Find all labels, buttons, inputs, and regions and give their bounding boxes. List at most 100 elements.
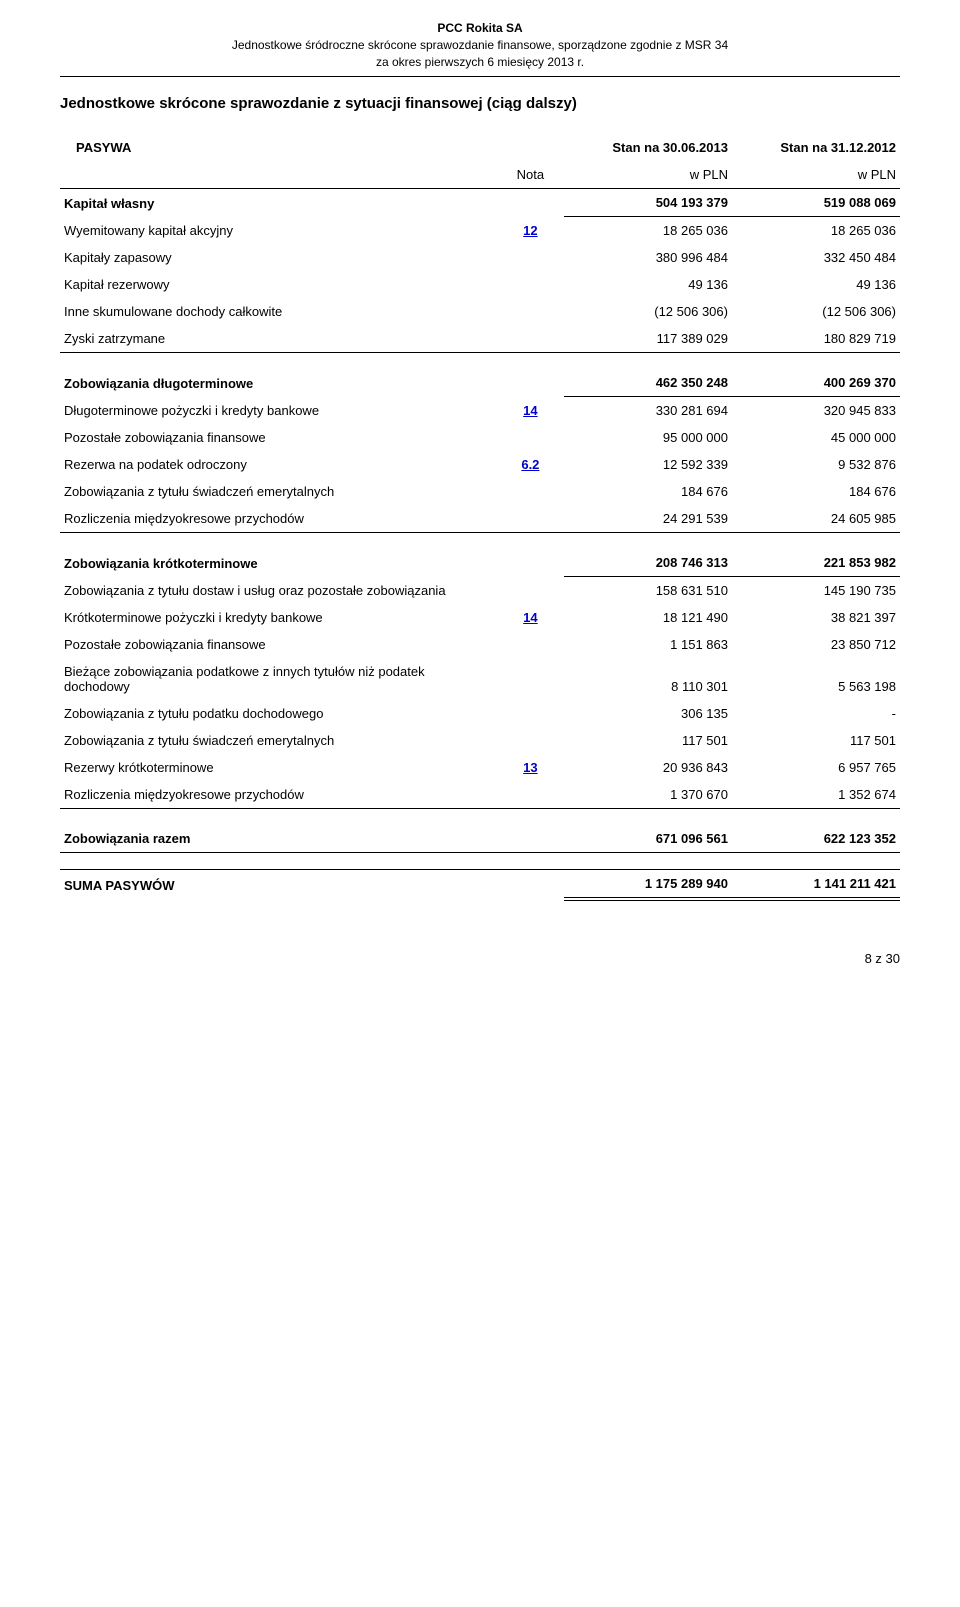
group-title: Kapitał własny (60, 189, 497, 217)
note-header: Nota (497, 161, 564, 189)
row-value-2: 180 829 719 (732, 325, 900, 353)
total-value-2: 1 141 211 421 (732, 870, 900, 900)
empty-cell (497, 189, 564, 217)
subtotal-value-2: 622 123 352 (732, 825, 900, 853)
note-link[interactable]: 13 (523, 760, 537, 775)
row-value-2: 49 136 (732, 271, 900, 298)
empty-cell (497, 271, 564, 298)
row-value-1: 306 135 (564, 700, 732, 727)
row-value-2: 23 850 712 (732, 631, 900, 658)
row-value-1: 12 592 339 (564, 451, 732, 478)
unit-header-1: w PLN (564, 161, 732, 189)
row-label: Wyemitowany kapitał akcyjny (60, 217, 497, 245)
row-value-2: 45 000 000 (732, 424, 900, 451)
row-value-1: 18 121 490 (564, 604, 732, 631)
row-label: Zobowiązania z tytułu podatku dochodoweg… (60, 700, 497, 727)
empty-cell (497, 369, 564, 397)
group-header-row: Kapitał własny 504 193 379 519 088 069 (60, 189, 900, 217)
table-row: Bieżące zobowiązania podatkowe z innych … (60, 658, 900, 700)
row-value-1: 1 370 670 (564, 781, 732, 809)
row-value-2: 5 563 198 (732, 658, 900, 700)
row-label: Zyski zatrzymane (60, 325, 497, 353)
table-row: Pozostałe zobowiązania finansowe 1 151 8… (60, 631, 900, 658)
table-row: Wyemitowany kapitał akcyjny 12 18 265 03… (60, 217, 900, 245)
empty-cell (497, 325, 564, 353)
row-label: Rezerwa na podatek odroczony (60, 451, 497, 478)
empty-cell (497, 549, 564, 577)
table-row: Zyski zatrzymane 117 389 029 180 829 719 (60, 325, 900, 353)
note-link[interactable]: 14 (523, 610, 537, 625)
table-row: Zobowiązania z tytułu świadczeń emerytal… (60, 478, 900, 505)
table-row: Rozliczenia międzyokresowe przychodów 1 … (60, 781, 900, 809)
empty-cell (497, 298, 564, 325)
row-label: Kapitał rezerwowy (60, 271, 497, 298)
empty-cell (60, 161, 497, 189)
row-label: Zobowiązania z tytułu dostaw i usług ora… (60, 577, 497, 605)
subtotal-value-1: 671 096 561 (564, 825, 732, 853)
header-line-2: Jednostkowe śródroczne skrócone sprawozd… (60, 37, 900, 54)
row-value-1: (12 506 306) (564, 298, 732, 325)
date-header-2: Stan na 31.12.2012 (732, 134, 900, 161)
subtotal-row: Zobowiązania razem 671 096 561 622 123 3… (60, 825, 900, 853)
row-value-2: 9 532 876 (732, 451, 900, 478)
row-label: Pozostałe zobowiązania finansowe (60, 631, 497, 658)
row-value-1: 20 936 843 (564, 754, 732, 781)
row-value-1: 380 996 484 (564, 244, 732, 271)
table-row: Pozostałe zobowiązania finansowe 95 000 … (60, 424, 900, 451)
note-link[interactable]: 14 (523, 403, 537, 418)
row-value-1: 95 000 000 (564, 424, 732, 451)
empty-cell (497, 700, 564, 727)
row-value-1: 158 631 510 (564, 577, 732, 605)
group-value-2: 400 269 370 (732, 369, 900, 397)
row-label: Bieżące zobowiązania podatkowe z innych … (60, 658, 497, 700)
row-value-1: 24 291 539 (564, 505, 732, 533)
row-label: Inne skumulowane dochody całkowite (60, 298, 497, 325)
spacer-row (60, 353, 900, 370)
row-value-1: 18 265 036 (564, 217, 732, 245)
header-divider (60, 76, 900, 77)
row-value-1: 330 281 694 (564, 397, 732, 425)
table-row: Zobowiązania z tytułu świadczeń emerytal… (60, 727, 900, 754)
row-value-2: 1 352 674 (732, 781, 900, 809)
empty-cell (497, 505, 564, 533)
subtotal-label: Zobowiązania razem (60, 825, 497, 853)
spacer-row (60, 809, 900, 826)
row-label: Rozliczenia międzyokresowe przychodów (60, 505, 497, 533)
row-value-2: 6 957 765 (732, 754, 900, 781)
row-value-2: 18 265 036 (732, 217, 900, 245)
group-value-2: 519 088 069 (732, 189, 900, 217)
table-header-row-2: Nota w PLN w PLN (60, 161, 900, 189)
empty-cell (497, 631, 564, 658)
table-row: Zobowiązania z tytułu podatku dochodoweg… (60, 700, 900, 727)
empty-cell (497, 781, 564, 809)
table-row: Kapitały zapasowy 380 996 484 332 450 48… (60, 244, 900, 271)
document-header: PCC Rokita SA Jednostkowe śródroczne skr… (60, 20, 900, 70)
empty-cell (497, 424, 564, 451)
spacer-row (60, 853, 900, 870)
row-value-1: 8 110 301 (564, 658, 732, 700)
row-value-2: 320 945 833 (732, 397, 900, 425)
table-row: Rezerwa na podatek odroczony 6.2 12 592 … (60, 451, 900, 478)
spacer-row (60, 533, 900, 550)
row-label: Krótkoterminowe pożyczki i kredyty banko… (60, 604, 497, 631)
row-label: Zobowiązania z tytułu świadczeń emerytal… (60, 478, 497, 505)
empty-cell (497, 825, 564, 853)
financial-table: PASYWA Stan na 30.06.2013 Stan na 31.12.… (60, 134, 900, 901)
row-value-1: 117 389 029 (564, 325, 732, 353)
empty-cell (497, 727, 564, 754)
group-value-1: 208 746 313 (564, 549, 732, 577)
row-label: Rezerwy krótkoterminowe (60, 754, 497, 781)
row-label: Długoterminowe pożyczki i kredyty bankow… (60, 397, 497, 425)
page-number: 8 z 30 (60, 951, 900, 966)
note-link[interactable]: 12 (523, 223, 537, 238)
row-label: Kapitały zapasowy (60, 244, 497, 271)
row-value-2: 117 501 (732, 727, 900, 754)
table-row: Kapitał rezerwowy 49 136 49 136 (60, 271, 900, 298)
section-title: Jednostkowe skrócone sprawozdanie z sytu… (60, 95, 900, 112)
total-value-1: 1 175 289 940 (564, 870, 732, 900)
table-header-row-1: PASYWA Stan na 30.06.2013 Stan na 31.12.… (60, 134, 900, 161)
note-link[interactable]: 6.2 (521, 457, 539, 472)
row-value-2: 145 190 735 (732, 577, 900, 605)
row-value-1: 184 676 (564, 478, 732, 505)
row-label: Pozostałe zobowiązania finansowe (60, 424, 497, 451)
